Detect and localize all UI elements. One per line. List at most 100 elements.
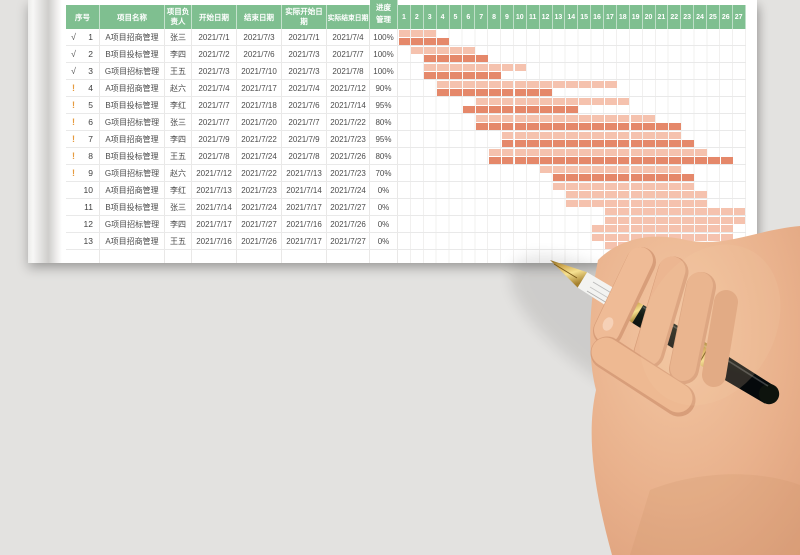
gantt-row-cell[interactable] (398, 97, 746, 113)
cell-owner[interactable]: 李红 (165, 97, 192, 113)
cell-actual-end-date[interactable]: 2021/7/12 (327, 80, 370, 96)
cell-actual-end-date[interactable]: 2021/7/7 (327, 46, 370, 62)
day-header-6[interactable]: 6 (462, 5, 476, 29)
cell-actual-start-date[interactable]: 2021/7/9 (282, 131, 327, 147)
cell-actual-end-date[interactable]: 2021/7/14 (327, 97, 370, 113)
cell-end-date[interactable]: 2021/7/10 (237, 63, 282, 79)
day-header-14[interactable]: 14 (565, 5, 579, 29)
day-header-3[interactable]: 3 (423, 5, 437, 29)
cell-end-date[interactable]: 2021/7/23 (237, 182, 282, 198)
day-header-26[interactable]: 26 (719, 5, 733, 29)
gantt-row-cell[interactable] (398, 63, 746, 79)
cell-actual-end-date[interactable]: 2021/7/24 (327, 182, 370, 198)
cell-project-name[interactable]: G项目招标管理 (100, 165, 165, 181)
day-header-7[interactable]: 7 (475, 5, 489, 29)
cell-project-name[interactable]: A项目招商管理 (100, 131, 165, 147)
day-header-19[interactable]: 19 (629, 5, 643, 29)
day-header-10[interactable]: 10 (513, 5, 527, 29)
cell-owner[interactable]: 李红 (165, 182, 192, 198)
cell-owner[interactable]: 王五 (165, 63, 192, 79)
header-owner[interactable]: 项目负责人 (165, 5, 192, 29)
cell-progress[interactable]: 80% (370, 114, 398, 130)
cell-owner[interactable]: 李四 (165, 131, 192, 147)
empty-cell[interactable] (370, 250, 398, 263)
cell-owner[interactable]: 张三 (165, 114, 192, 130)
cell-actual-start-date[interactable]: 2021/7/16 (282, 216, 327, 232)
cell-project-name[interactable]: A项目招商管理 (100, 80, 165, 96)
cell-project-name[interactable]: G项目招标管理 (100, 114, 165, 130)
day-header-13[interactable]: 13 (552, 5, 566, 29)
day-header-17[interactable]: 17 (604, 5, 617, 29)
day-header-23[interactable]: 23 (681, 5, 695, 29)
cell-progress[interactable]: 95% (370, 97, 398, 113)
day-header-25[interactable]: 25 (707, 5, 720, 29)
gantt-row-cell[interactable] (398, 46, 746, 62)
cell-actual-start-date[interactable]: 2021/7/1 (282, 29, 327, 45)
gantt-row-cell[interactable] (398, 182, 746, 198)
cell-seq[interactable]: 12 (66, 216, 100, 232)
cell-actual-end-date[interactable]: 2021/7/27 (327, 233, 370, 249)
day-header-20[interactable]: 20 (642, 5, 656, 29)
cell-progress[interactable]: 95% (370, 131, 398, 147)
cell-end-date[interactable]: 2021/7/22 (237, 165, 282, 181)
gantt-row-cell[interactable] (398, 199, 746, 215)
cell-end-date[interactable]: 2021/7/22 (237, 131, 282, 147)
cell-actual-end-date[interactable]: 2021/7/27 (327, 199, 370, 215)
cell-actual-start-date[interactable]: 2021/7/13 (282, 165, 327, 181)
cell-seq[interactable]: ! 8 (66, 148, 100, 164)
cell-owner[interactable]: 赵六 (165, 165, 192, 181)
cell-project-name[interactable]: A项目招商管理 (100, 233, 165, 249)
cell-progress[interactable]: 90% (370, 80, 398, 96)
cell-start-date[interactable]: 2021/7/7 (192, 114, 237, 130)
cell-start-date[interactable]: 2021/7/13 (192, 182, 237, 198)
cell-owner[interactable]: 李四 (165, 46, 192, 62)
cell-start-date[interactable]: 2021/7/4 (192, 80, 237, 96)
cell-seq[interactable]: ! 6 (66, 114, 100, 130)
cell-seq[interactable]: ! 5 (66, 97, 100, 113)
day-header-27[interactable]: 27 (732, 5, 746, 29)
cell-seq[interactable]: 10 (66, 182, 100, 198)
day-header-2[interactable]: 2 (410, 5, 424, 29)
header-actual-end-date[interactable]: 实际结束日期 (327, 5, 370, 29)
cell-actual-end-date[interactable]: 2021/7/4 (327, 29, 370, 45)
cell-actual-start-date[interactable]: 2021/7/17 (282, 233, 327, 249)
empty-cell[interactable] (100, 250, 165, 263)
cell-actual-end-date[interactable]: 2021/7/23 (327, 131, 370, 147)
day-header-5[interactable]: 5 (449, 5, 463, 29)
cell-progress[interactable]: 70% (370, 165, 398, 181)
cell-actual-start-date[interactable]: 2021/7/7 (282, 114, 327, 130)
cell-actual-start-date[interactable]: 2021/7/3 (282, 46, 327, 62)
cell-progress[interactable]: 100% (370, 29, 398, 45)
cell-end-date[interactable]: 2021/7/24 (237, 148, 282, 164)
cell-owner[interactable]: 李四 (165, 216, 192, 232)
cell-seq[interactable]: √ 1 (66, 29, 100, 45)
day-header-21[interactable]: 21 (655, 5, 669, 29)
cell-actual-start-date[interactable]: 2021/7/6 (282, 97, 327, 113)
cell-start-date[interactable]: 2021/7/7 (192, 97, 237, 113)
cell-progress[interactable]: 80% (370, 148, 398, 164)
cell-project-name[interactable]: B项目投标管理 (100, 199, 165, 215)
cell-end-date[interactable]: 2021/7/24 (237, 199, 282, 215)
cell-actual-start-date[interactable]: 2021/7/8 (282, 148, 327, 164)
cell-start-date[interactable]: 2021/7/14 (192, 199, 237, 215)
cell-end-date[interactable]: 2021/7/17 (237, 80, 282, 96)
gantt-row-cell[interactable] (398, 148, 746, 164)
gantt-row-cell[interactable] (398, 114, 746, 130)
gantt-row-cell[interactable] (398, 80, 746, 96)
cell-start-date[interactable]: 2021/7/12 (192, 165, 237, 181)
cell-end-date[interactable]: 2021/7/18 (237, 97, 282, 113)
cell-start-date[interactable]: 2021/7/17 (192, 216, 237, 232)
cell-progress[interactable]: 100% (370, 63, 398, 79)
cell-actual-start-date[interactable]: 2021/7/4 (282, 80, 327, 96)
day-header-4[interactable]: 4 (436, 5, 450, 29)
cell-owner[interactable]: 张三 (165, 199, 192, 215)
cell-seq[interactable]: ! 7 (66, 131, 100, 147)
cell-project-name[interactable]: B项目投标管理 (100, 46, 165, 62)
cell-end-date[interactable]: 2021/7/20 (237, 114, 282, 130)
day-header-15[interactable]: 15 (578, 5, 592, 29)
gantt-row-cell[interactable] (398, 233, 746, 249)
cell-progress[interactable]: 0% (370, 199, 398, 215)
day-header-1[interactable]: 1 (398, 5, 411, 29)
cell-progress[interactable]: 0% (370, 182, 398, 198)
cell-start-date[interactable]: 2021/7/3 (192, 63, 237, 79)
